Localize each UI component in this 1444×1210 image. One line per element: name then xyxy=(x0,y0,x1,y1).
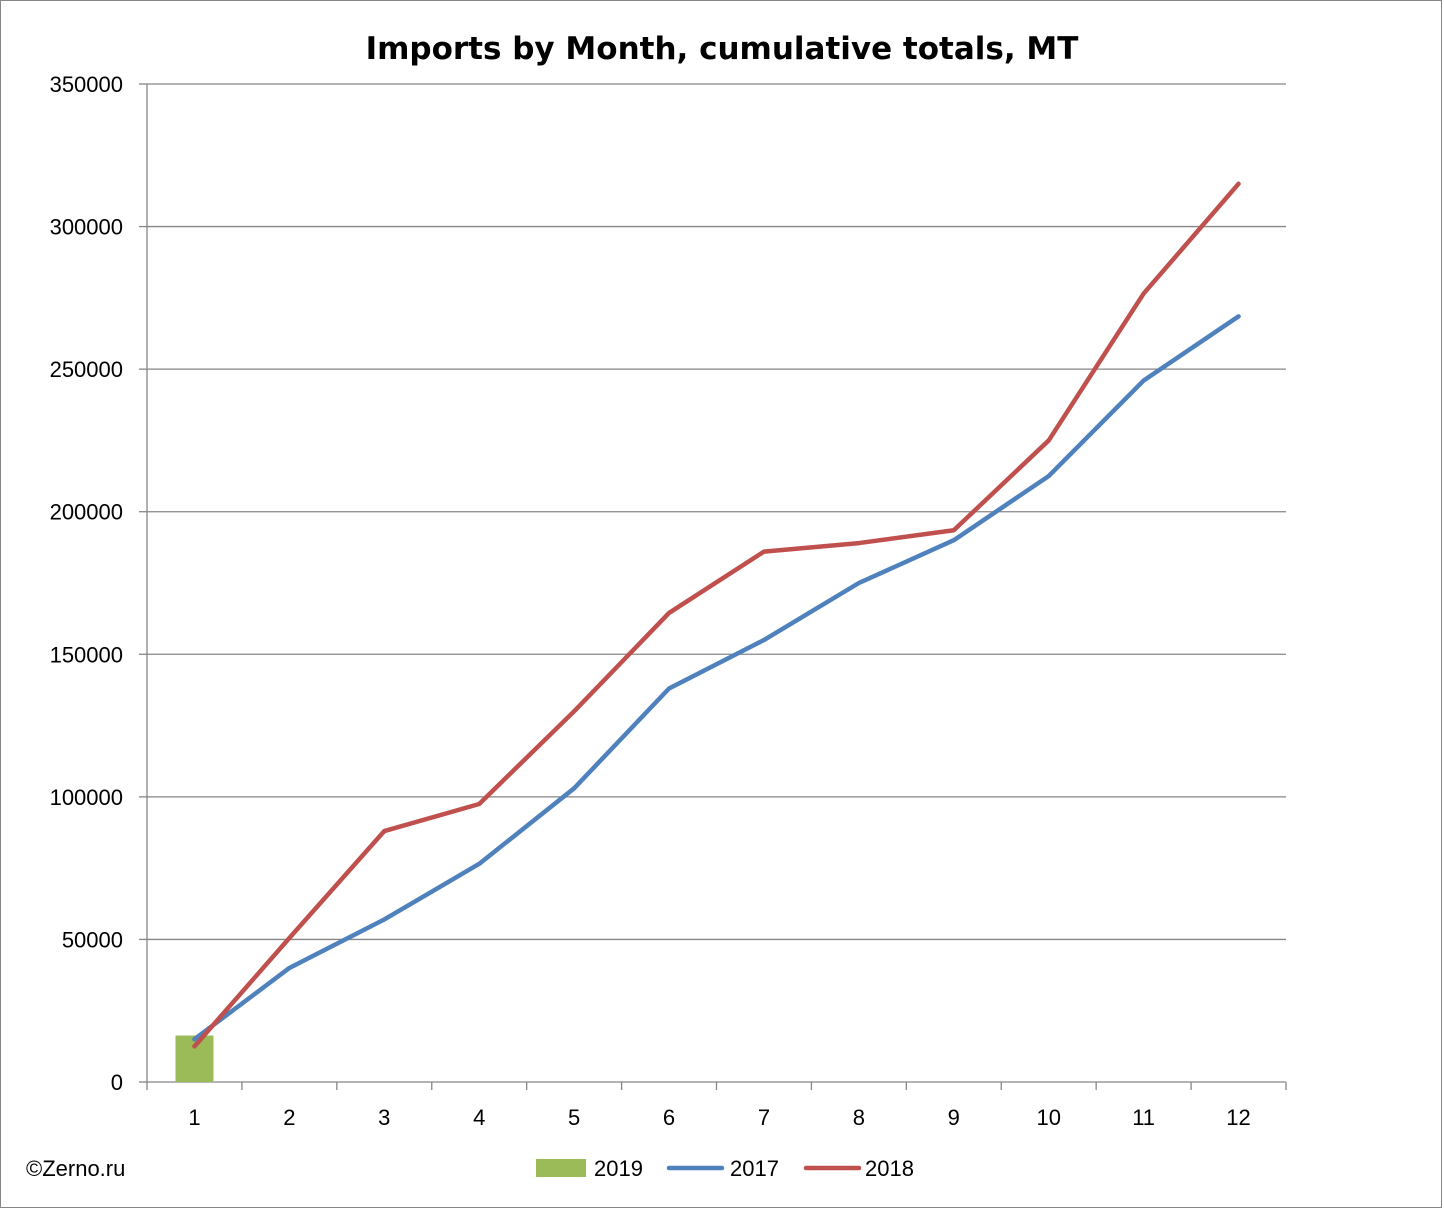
x-tick-label: 9 xyxy=(948,1105,960,1130)
y-tick-label: 250000 xyxy=(50,357,123,382)
x-tick-label: 8 xyxy=(853,1105,865,1130)
line-series-layer xyxy=(192,181,1241,1049)
chart-title: Imports by Month, cumulative totals, MT xyxy=(366,31,1079,67)
x-tick-label: 10 xyxy=(1036,1105,1060,1130)
x-tick-label: 1 xyxy=(188,1105,200,1130)
legend-label-2017: 2017 xyxy=(730,1156,779,1181)
line-series-2017 xyxy=(192,314,1241,1042)
x-tick-label: 12 xyxy=(1226,1105,1250,1130)
y-tick-label: 200000 xyxy=(50,500,123,525)
axes: 0 50000 100000 150000 200000 250000 300000 3500… xyxy=(50,72,1287,1130)
legend-label-2018: 2018 xyxy=(865,1156,914,1181)
y-tick-label: 350000 xyxy=(50,72,123,97)
x-tick-label: 6 xyxy=(663,1105,675,1130)
x-tick-label: 4 xyxy=(473,1105,485,1130)
x-tick-label: 5 xyxy=(568,1105,580,1130)
y-tick-label: 100000 xyxy=(50,785,123,810)
legend: 2019 2017 2018 xyxy=(536,1156,914,1181)
gridlines xyxy=(147,83,1286,941)
legend-swatch-2019 xyxy=(536,1159,586,1177)
bar-2019 xyxy=(175,1035,214,1082)
x-tick-label: 11 xyxy=(1132,1105,1155,1130)
y-tick-label: 150000 xyxy=(50,642,123,667)
bar-series-layer xyxy=(175,1035,214,1082)
x-tick-label: 7 xyxy=(758,1105,770,1130)
watermark-text: ©Zerno.ru xyxy=(26,1156,125,1181)
y-tick-label: 0 xyxy=(111,1070,123,1095)
line-series-2018 xyxy=(192,181,1241,1049)
x-tick-label: 3 xyxy=(378,1105,390,1130)
y-tick-label: 300000 xyxy=(50,215,123,240)
x-tick-label: 2 xyxy=(283,1105,295,1130)
legend-label-2019: 2019 xyxy=(594,1156,643,1181)
y-tick-label: 50000 xyxy=(62,927,123,952)
